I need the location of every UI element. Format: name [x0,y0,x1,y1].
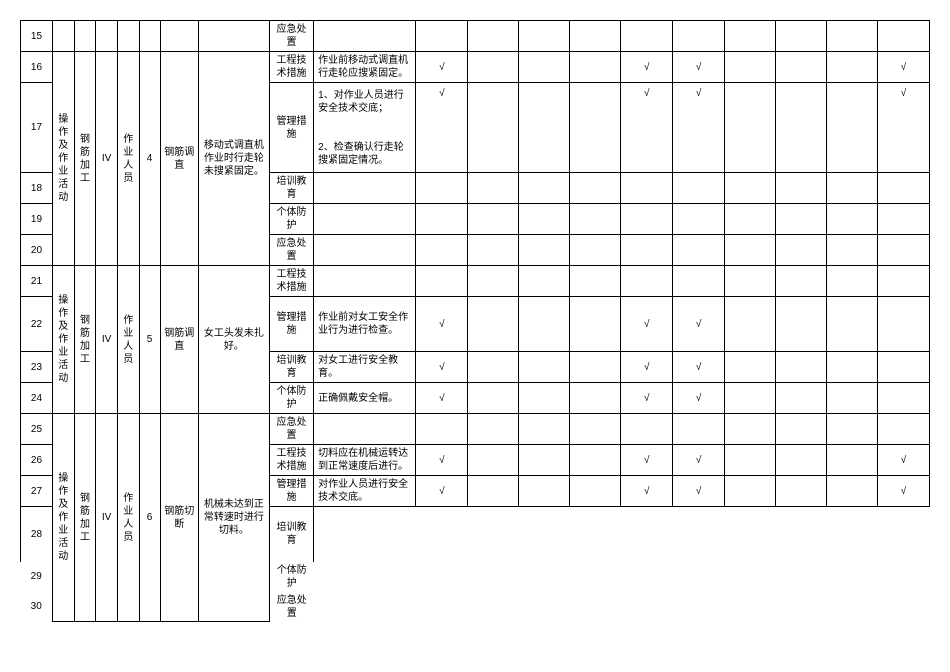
check-cell: √ [878,83,930,173]
check-cell: √ [416,383,468,414]
level: IV [96,414,118,622]
hazard: 移动式调直机作业时行走轮未搜紧固定。 [198,52,269,266]
row-index: 16 [21,52,53,83]
measure-type: 培训教育 [269,173,313,204]
table-row: 15 应急处置 [21,21,930,52]
check-cell: √ [416,476,468,507]
check-cell: √ [621,383,673,414]
seq: 4 [139,52,160,266]
check-cell: √ [673,445,725,476]
work-type: 钢筋加工 [74,266,96,414]
operation: 钢筋切断 [160,414,198,622]
measure-detail: 正确佩戴安全帽。 [314,383,416,414]
table-row: 25 操作及作业活动 钢筋加工 IV 作业人员 6 钢筋切断 机械未达到正常转速… [21,414,930,445]
measure-detail: 作业前对女工安全作业行为进行检查。 [314,297,416,352]
row-index: 20 [21,235,53,266]
row-index: 27 [21,476,53,507]
measure-type: 培训教育 [269,507,313,562]
measure-type: 管理措施 [269,476,313,507]
check-cell: √ [621,52,673,83]
measure-detail: 对作业人员进行安全技术交底。 [314,476,416,507]
check-cell: √ [416,352,468,383]
measure-type: 管理措施 [269,297,313,352]
row-index: 28 [21,507,53,562]
measure-type: 应急处置 [269,592,313,622]
operation: 钢筋调直 [160,266,198,414]
work-type: 钢筋加工 [74,52,96,266]
check-cell: √ [878,476,930,507]
measure-detail: 切料应在机械运转达到正常速度后进行。 [314,445,416,476]
measure-type: 个体防护 [269,383,313,414]
table-row: 16 操作及作业活动 钢筋加工 IV 作业人员 4 钢筋调直 移动式调直机作业时… [21,52,930,83]
measure-type: 个体防护 [269,562,313,592]
check-cell: √ [621,297,673,352]
row-index: 17 [21,83,53,173]
activity-type: 操作及作业活动 [52,414,74,622]
level: IV [96,52,118,266]
measure-detail: 作业前移动式调直机行走轮应搜紧固定。 [314,52,416,83]
row-index: 19 [21,204,53,235]
check-cell: √ [621,476,673,507]
check-cell: √ [673,83,725,173]
measure-type: 应急处置 [269,414,313,445]
work-type: 钢筋加工 [74,414,96,622]
activity-type: 操作及作业活动 [52,52,74,266]
activity-type: 操作及作业活动 [52,266,74,414]
check-cell: √ [878,445,930,476]
measure-type: 应急处置 [269,235,313,266]
check-cell: √ [673,352,725,383]
hazard: 机械未达到正常转速时进行切料。 [198,414,269,622]
measure-type: 工程技术措施 [269,445,313,476]
row-index: 23 [21,352,53,383]
row-index: 24 [21,383,53,414]
measure-detail [314,21,416,52]
measure-type: 培训教育 [269,352,313,383]
level: IV [96,266,118,414]
personnel: 作业人员 [117,52,139,266]
measure-type: 工程技术措施 [269,266,313,297]
measure-type: 个体防护 [269,204,313,235]
hazard: 女工头发未扎好。 [198,266,269,414]
personnel: 作业人员 [117,414,139,622]
operation: 钢筋调直 [160,52,198,266]
check-cell: √ [621,83,673,173]
check-cell: √ [673,383,725,414]
check-cell: √ [673,476,725,507]
measure-detail: 1、对作业人员进行安全技术交底； 2、检查确认行走轮搜紧固定情况。 [314,83,416,173]
row-index: 15 [21,21,53,52]
measure-type: 管理措施 [269,83,313,173]
check-cell: √ [621,352,673,383]
check-cell: √ [673,52,725,83]
check-cell: √ [416,52,468,83]
row-index: 21 [21,266,53,297]
measure-type: 应急处置 [269,21,313,52]
measure-detail: 对女工进行安全教育。 [314,352,416,383]
row-index: 22 [21,297,53,352]
seq: 5 [139,266,160,414]
check-cell: √ [878,52,930,83]
table-row: 21 操作及作业活动 钢筋加工 IV 作业人员 5 钢筋调直 女工头发未扎好。 … [21,266,930,297]
seq: 6 [139,414,160,622]
row-index: 30 [21,592,53,622]
check-cell: √ [416,297,468,352]
measure-type: 工程技术措施 [269,52,313,83]
personnel: 作业人员 [117,266,139,414]
check-cell: √ [416,83,468,173]
row-index: 26 [21,445,53,476]
check-cell: √ [621,445,673,476]
row-index: 18 [21,173,53,204]
check-cell: √ [416,445,468,476]
safety-table: 15 应急处置 16 操作及作业活动 钢筋加工 IV 作业人员 4 钢筋调直 移… [20,20,930,622]
row-index: 29 [21,562,53,592]
row-index: 25 [21,414,53,445]
check-cell: √ [673,297,725,352]
